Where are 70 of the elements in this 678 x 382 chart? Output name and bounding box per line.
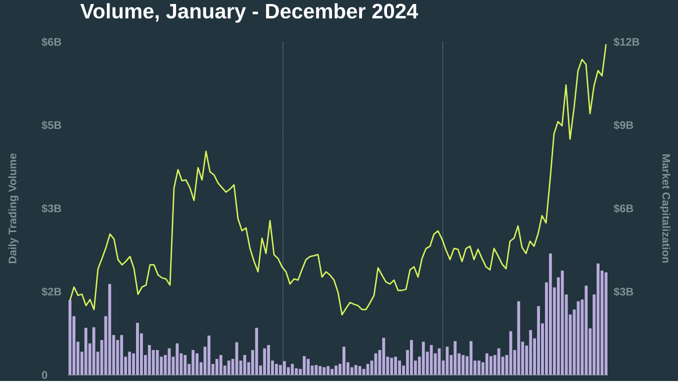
bar [604,272,608,375]
y-tick-label: $6B [614,204,634,213]
bar [478,360,480,375]
bar [560,270,564,375]
y-tick-label: $3B [42,204,62,213]
line-series [69,43,607,316]
bar [192,350,195,375]
bar [326,366,330,375]
bar [184,354,187,375]
bar [517,301,520,375]
bar [342,346,346,375]
bar [584,286,588,375]
bar [275,364,278,375]
bar [485,353,488,375]
bar [462,354,465,375]
bar [255,328,258,375]
bar [354,364,358,375]
bar [278,364,282,375]
bar [290,364,294,375]
bar [215,358,218,375]
bar [382,338,386,375]
bar [548,253,552,375]
y-axis-title: Daily Trading Volume [8,153,19,263]
y-tick-label: $2B [42,287,62,296]
bar [334,365,338,375]
bar [422,342,425,375]
y-tick-label: $5B [42,120,62,130]
bar [330,368,334,375]
bar [390,358,394,375]
bar [267,344,270,375]
bar [196,353,198,375]
bar [108,284,112,375]
bar [120,334,124,375]
bar [497,348,500,375]
bar [596,263,600,375]
bar [227,360,230,375]
bar [128,352,131,375]
bar [430,344,433,375]
bar [68,300,72,375]
y-tick-label: 0 [42,371,48,379]
bar [454,341,457,375]
bar [537,306,540,375]
bar [358,366,362,375]
bar [84,328,88,375]
bar [282,361,286,375]
bar [394,356,398,375]
y-tick-label: $3B [614,287,634,296]
bar [410,340,413,375]
bar [314,364,318,375]
bar [243,354,246,375]
y-tick-label: $12B [614,37,640,46]
bar [263,348,266,375]
bar [489,356,492,375]
y-tick-label: $9B [614,120,634,130]
bar [148,344,151,375]
bar [156,350,159,375]
bar [398,360,401,375]
bar [294,368,298,375]
bar [176,343,179,375]
chart-title: Volume, January - December 2024 [80,3,418,23]
bar [318,366,322,375]
bar [208,336,210,375]
bar [136,322,139,375]
bar [322,367,326,375]
bar [92,327,96,375]
y-tick-label: $6B [42,37,62,46]
bar [529,330,532,375]
bar [219,354,222,375]
y-axis-title: Market Capitalization [660,154,670,263]
bar [470,341,472,375]
